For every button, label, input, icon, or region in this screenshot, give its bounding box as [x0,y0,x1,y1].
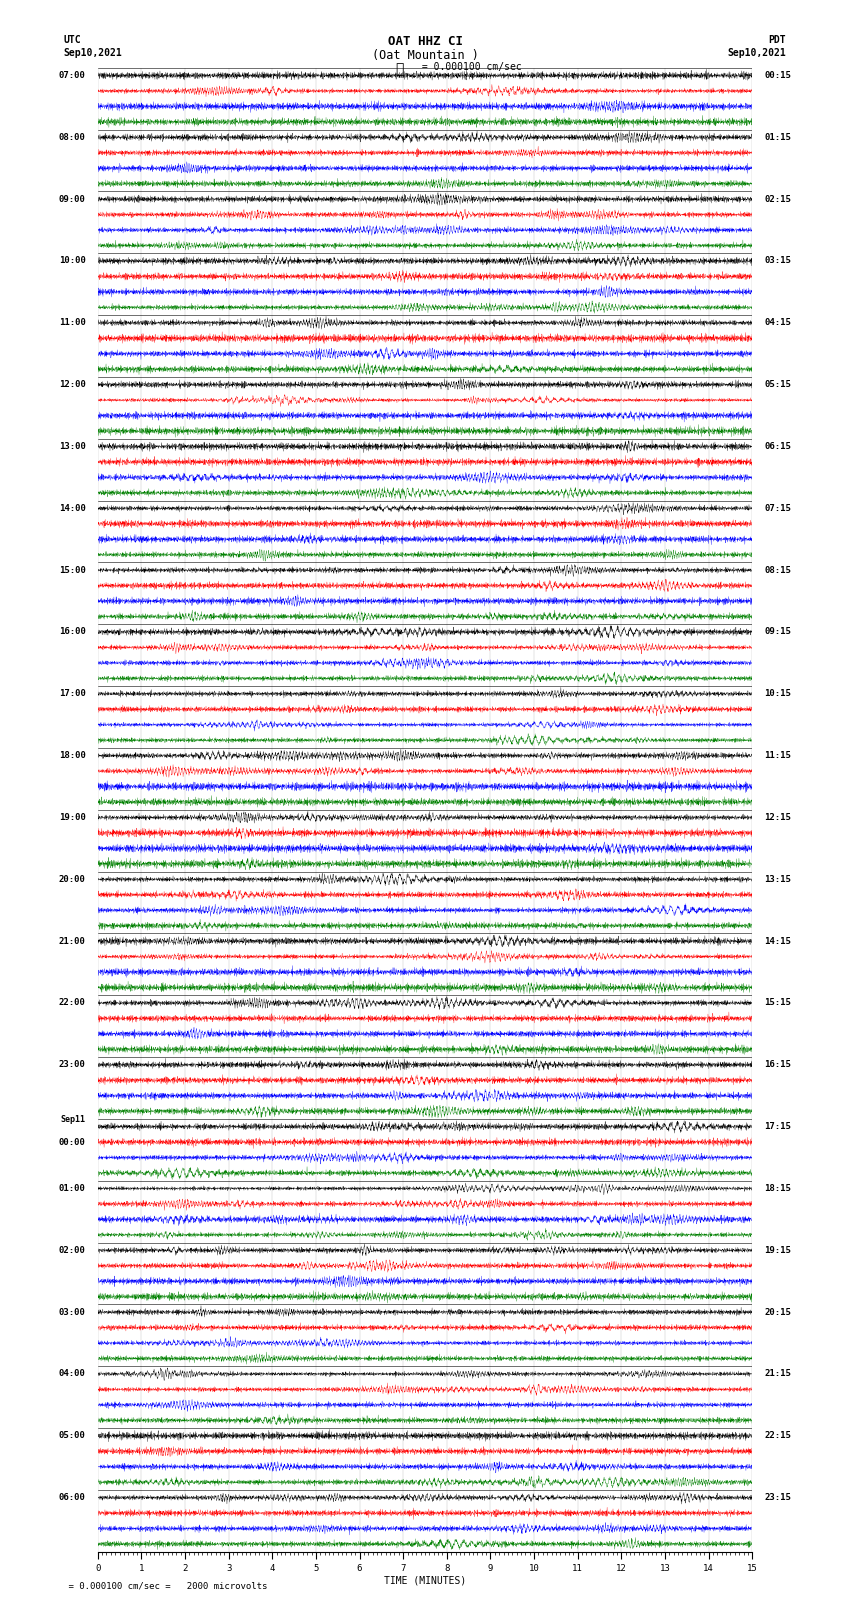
Text: 12:15: 12:15 [764,813,791,823]
Text: 17:00: 17:00 [59,689,86,698]
Text: (Oat Mountain ): (Oat Mountain ) [371,50,479,63]
Text: 14:15: 14:15 [764,937,791,945]
Text: 05:15: 05:15 [764,381,791,389]
Text: 13:00: 13:00 [59,442,86,452]
Text: 23:15: 23:15 [764,1494,791,1502]
Text: Sep11: Sep11 [60,1115,86,1124]
Text: 01:00: 01:00 [59,1184,86,1194]
Text: 13:15: 13:15 [764,874,791,884]
Text: 01:15: 01:15 [764,132,791,142]
Text: 08:00: 08:00 [59,132,86,142]
X-axis label: TIME (MINUTES): TIME (MINUTES) [384,1576,466,1586]
Text: 23:00: 23:00 [59,1060,86,1069]
Text: 07:15: 07:15 [764,503,791,513]
Text: 21:00: 21:00 [59,937,86,945]
Text: 20:15: 20:15 [764,1308,791,1316]
Text: 04:00: 04:00 [59,1369,86,1379]
Text: PDT: PDT [768,35,786,45]
Text: 21:15: 21:15 [764,1369,791,1379]
Text: 17:15: 17:15 [764,1123,791,1131]
Text: 10:00: 10:00 [59,256,86,266]
Text: 18:00: 18:00 [59,752,86,760]
Text: Sep10,2021: Sep10,2021 [64,47,122,58]
Text: 00:00: 00:00 [59,1137,86,1147]
Text: 18:15: 18:15 [764,1184,791,1194]
Text: 09:00: 09:00 [59,195,86,203]
Text: 02:00: 02:00 [59,1245,86,1255]
Text: 22:00: 22:00 [59,998,86,1008]
Text: 15:15: 15:15 [764,998,791,1008]
Text: 00:15: 00:15 [764,71,791,81]
Text: 02:15: 02:15 [764,195,791,203]
Text: 15:00: 15:00 [59,566,86,574]
Text: 11:15: 11:15 [764,752,791,760]
Text: 16:15: 16:15 [764,1060,791,1069]
Text: 03:15: 03:15 [764,256,791,266]
Text: OAT HHZ CI: OAT HHZ CI [388,35,462,48]
Text: 06:15: 06:15 [764,442,791,452]
Text: 20:00: 20:00 [59,874,86,884]
Text: = 0.000100 cm/sec =   2000 microvolts: = 0.000100 cm/sec = 2000 microvolts [47,1581,267,1590]
Text: 08:15: 08:15 [764,566,791,574]
Text: 22:15: 22:15 [764,1431,791,1440]
Text: 03:00: 03:00 [59,1308,86,1316]
Text: 09:15: 09:15 [764,627,791,637]
Text: 19:15: 19:15 [764,1245,791,1255]
Text: 04:15: 04:15 [764,318,791,327]
Text: 06:00: 06:00 [59,1494,86,1502]
Text: 05:00: 05:00 [59,1431,86,1440]
Text: UTC: UTC [64,35,82,45]
Text: 19:00: 19:00 [59,813,86,823]
Text: 16:00: 16:00 [59,627,86,637]
Text: 07:00: 07:00 [59,71,86,81]
Text: ⎹: ⎹ [395,63,404,76]
Text: 11:00: 11:00 [59,318,86,327]
Text: 14:00: 14:00 [59,503,86,513]
Text: = 0.000100 cm/sec: = 0.000100 cm/sec [416,63,522,73]
Text: Sep10,2021: Sep10,2021 [728,47,786,58]
Text: 12:00: 12:00 [59,381,86,389]
Text: 10:15: 10:15 [764,689,791,698]
